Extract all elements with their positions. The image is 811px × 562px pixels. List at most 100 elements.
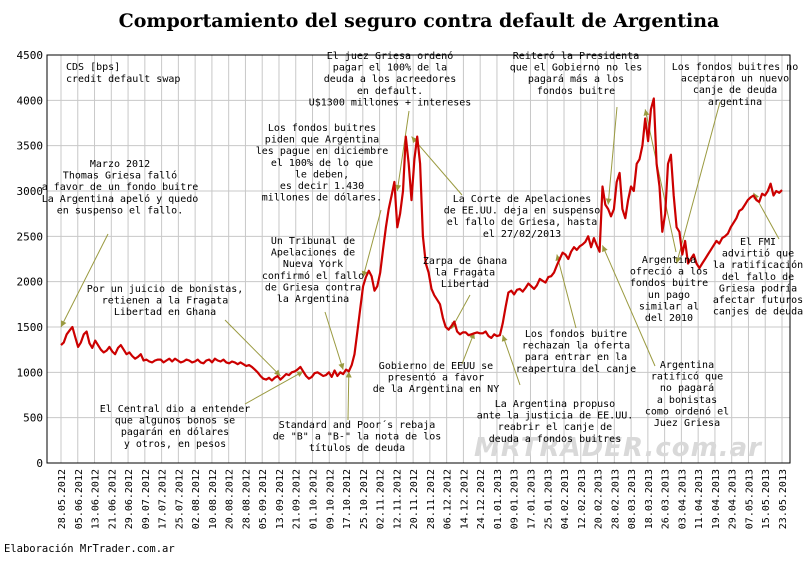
annotation-arrowhead	[602, 245, 608, 253]
x-tick-label: 23.05.2013	[778, 469, 789, 529]
x-tick-label: 18.03.2013	[644, 469, 655, 529]
annotation-arrow	[556, 254, 577, 329]
annotation-line: deuda a fondos buitres	[489, 434, 621, 445]
x-tick-label: 28.08.2012	[241, 469, 252, 529]
x-tick-label: 08.03.2013	[627, 469, 638, 529]
annotation-line: rechazan la oferta	[522, 341, 630, 352]
annotation-arrowhead	[395, 184, 402, 191]
x-tick-label: 28.05.2012	[57, 469, 68, 529]
annotation-line: advirtió que	[722, 248, 794, 260]
annotation-line: del 2010	[645, 313, 693, 324]
annotation-line: El Central dio a entender	[100, 404, 251, 415]
annotation-line: canje de deuda	[693, 85, 777, 96]
annotation-line: la ratificación	[713, 259, 803, 271]
annotation-line: pagará más a los	[528, 73, 624, 85]
x-tick-label: 09.07.2012	[141, 469, 152, 529]
x-tick-label: 20.08.2012	[225, 469, 236, 529]
annotation-line: Argentina	[660, 360, 714, 371]
x-tick-label: 01.10.2012	[309, 469, 320, 529]
x-tick-label: 17.10.2012	[342, 469, 353, 529]
annotation-line: ratificó que	[651, 371, 723, 383]
annotation-line: Los fondos buitres	[268, 123, 376, 134]
annotation-line: fondos buitre	[537, 86, 615, 97]
annotation-line: La Argentina apeló y quedo	[42, 193, 199, 205]
x-tick-label: 25.01.2013	[543, 469, 554, 529]
annotation-line: El FMI	[740, 237, 776, 248]
annotation-arrowhead	[345, 371, 352, 378]
annotation-arrowhead	[338, 362, 345, 370]
annotation-line: les pague en diciembre	[256, 146, 388, 157]
x-tick-label: 20.11.2012	[409, 469, 420, 529]
x-tick-label: 02.11.2012	[376, 469, 387, 529]
annotation-line: títulos de deuda	[309, 442, 405, 454]
x-tick-label: 29.06.2012	[124, 469, 135, 529]
x-tick-label: 12.02.2013	[577, 469, 588, 529]
credit-text: Elaboración MrTrader.com.ar	[4, 543, 175, 555]
annotation-line: pagar el 100% de la	[333, 63, 447, 74]
annotation-line: de "B" a "B-" la nota de los	[273, 432, 442, 443]
y-axis: 0 500 1000 1500 2000 2500 3000 3500 4000 4500	[17, 49, 44, 470]
annotation-arrow	[324, 311, 344, 370]
annotation-line: para entrar en la	[525, 352, 627, 363]
x-tick-label: 17.01.2013	[526, 469, 537, 529]
x-tick-label: 04.02.2013	[560, 469, 571, 529]
x-tick-label: 05.06.2012	[74, 469, 85, 529]
annotation-a2: Por un juicio de bonistas,retienen a la …	[87, 284, 244, 318]
x-tick-label: 24.12.2012	[476, 469, 487, 529]
x-tick-label: 05.09.2012	[258, 469, 269, 529]
annotation-line: Libertad en Ghana	[114, 307, 216, 318]
x-tick-label: 09.10.2012	[325, 469, 336, 529]
annotation-arrow	[502, 334, 521, 386]
annotation-line: U$1300 millones + intereses	[309, 97, 472, 108]
annotation-line: ofreció a los	[630, 266, 708, 278]
annotation-line: deuda a los acreedores	[324, 74, 456, 85]
annotation-line: la Argentina	[277, 294, 349, 305]
x-tick-label: 01.01.2013	[493, 469, 504, 529]
y-tick-label: 4000	[17, 94, 44, 107]
annotation-line: que el Gobierno no les	[510, 63, 642, 74]
x-tick-label: 21.06.2012	[107, 469, 118, 529]
annotation-line: Standard and Poor´s rebaja	[279, 419, 436, 431]
x-tick-label: 14.12.2012	[459, 469, 470, 529]
annotation-line: ante la justicia de EE.UU.	[477, 411, 634, 422]
annotation-line: el fallo de Griesa, hasta	[447, 217, 598, 228]
annotation-arrow	[362, 209, 382, 278]
annotation-arrowhead	[296, 371, 304, 377]
y-tick-label: 4500	[17, 49, 44, 62]
x-tick-label: 13.06.2012	[91, 469, 102, 529]
annotation-line: confirmó el fallo	[262, 270, 364, 282]
annotation-line: Libertad	[441, 279, 489, 290]
annotation-arrow	[244, 370, 304, 405]
y-axis-label: CDS [bps]	[66, 62, 120, 73]
annotation-line: similar al	[639, 301, 699, 312]
y-tick-label: 2000	[17, 276, 44, 289]
y-tick-label: 1500	[17, 321, 44, 334]
annotation-line: es decir 1.430	[280, 181, 364, 192]
annotation-line: Los fondos buitres no	[672, 62, 798, 73]
annotation-line: y otros, en pesos	[124, 439, 226, 450]
x-tick-label: 25.07.2012	[174, 469, 185, 529]
annotation-arrowhead	[361, 270, 368, 278]
annotation-arrow	[396, 110, 410, 192]
annotation-line: del fallo de	[722, 272, 794, 283]
annotation-line: Nueva York	[283, 259, 343, 270]
annotation-arrow	[347, 371, 350, 421]
annotation-line: millones de dólares.	[262, 192, 382, 204]
x-tick-label: 02.08.2012	[191, 469, 202, 529]
x-tick-label: 26.03.2013	[661, 469, 672, 529]
annotation-line: en default.	[357, 86, 423, 97]
annotation-line: a bonistas	[657, 395, 717, 406]
annotation-line: La Argentina propuso	[495, 399, 615, 410]
y-tick-label: 1000	[17, 366, 44, 379]
annotation-line: como ordenó el	[645, 405, 729, 417]
annotation-line: de Griesa contra	[265, 282, 361, 293]
